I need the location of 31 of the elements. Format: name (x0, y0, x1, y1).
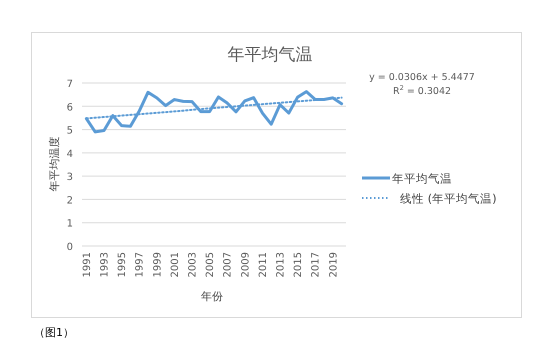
x-tick-label: 2013 (276, 252, 286, 278)
text: R$^{2}$ = 0.3042 (392, 84, 452, 97)
x-tick-label: 1993 (100, 252, 110, 278)
x-tick-label: 2019 (328, 252, 340, 278)
y-tick-label: 7 (66, 79, 73, 90)
y-tick-label: 5 (66, 126, 73, 137)
text: （图1） (34, 326, 74, 339)
y-tick-label: 4 (66, 148, 73, 160)
y-axis-title: 年平均温度 (48, 136, 61, 192)
x-axis-title: 年份 (201, 290, 223, 303)
x-tick-label: 2017 (310, 252, 322, 278)
x-tick-label: 1995 (117, 252, 128, 278)
text: y = 0.0306x + 5.4477 (369, 72, 475, 83)
legend-label: 年平均气温 (392, 172, 452, 186)
x-tick-label: 1999 (152, 252, 164, 278)
x-tick-label: 2005 (205, 252, 216, 278)
y-tick-label: 2 (66, 195, 73, 206)
x-tick-label: 2011 (258, 252, 269, 278)
y-tick-label: 0 (66, 242, 73, 253)
x-tick-label: 2003 (188, 252, 198, 278)
x-tick-label: 1997 (134, 252, 146, 278)
legend-label: 线性 (年平均气温) (400, 192, 497, 206)
x-tick-label: 2001 (170, 252, 181, 278)
x-tick-label: 1991 (82, 252, 93, 278)
y-tick-label: 3 (66, 172, 73, 184)
x-tick-label: 2015 (293, 252, 304, 278)
chart-title: 年平均气温 (228, 45, 312, 65)
y-tick-label: 6 (66, 102, 73, 114)
x-tick-label: 2007 (222, 252, 234, 278)
y-tick-label: 1 (66, 218, 73, 230)
x-tick-label: 2009 (240, 252, 252, 278)
